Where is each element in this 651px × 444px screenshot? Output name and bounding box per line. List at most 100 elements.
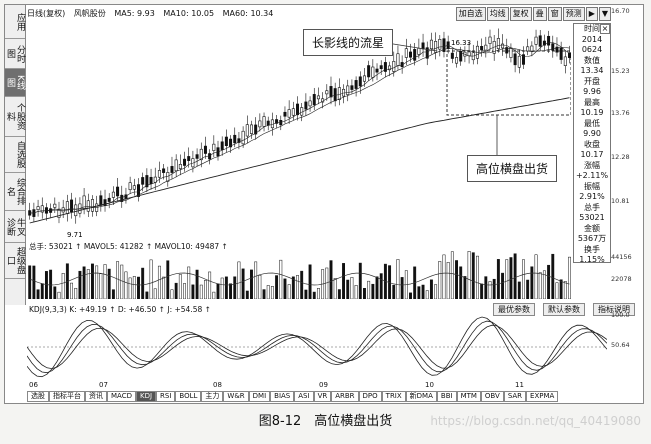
candle-body [149, 176, 153, 185]
indicator-tab[interactable]: EXPMA [526, 391, 559, 402]
toolbar-button[interactable]: 预测 [562, 7, 585, 21]
volume-bar [245, 290, 249, 299]
sidebar-item[interactable]: K线图 [5, 69, 25, 97]
indicator-tab[interactable]: MTM [456, 391, 481, 402]
volume-bar [195, 269, 199, 299]
volume-bar [141, 267, 145, 299]
info-value: 5367万 [577, 234, 607, 243]
candle-body [107, 197, 111, 202]
candle-body [501, 43, 505, 49]
volume-bar [363, 287, 366, 299]
indicator-tab[interactable]: RSI [156, 391, 176, 402]
toolbar-button[interactable]: 复权 [509, 7, 532, 21]
toolbar-button[interactable]: 窗 [547, 7, 562, 21]
volume-bar [128, 277, 132, 299]
indicator-tab[interactable]: SAR [503, 391, 527, 402]
candle-body [70, 199, 74, 213]
toolbar-button[interactable]: 叠 [532, 7, 547, 21]
candle-body [132, 185, 136, 190]
indicator-tab[interactable]: 指标平台 [49, 391, 85, 402]
toolbar-button[interactable]: ▶ [585, 7, 598, 21]
best-params-button[interactable]: 最优参数 [493, 303, 535, 316]
info-value: 换手 [584, 244, 600, 254]
toolbar-button[interactable]: 均线 [486, 7, 509, 21]
candlestick-chart[interactable]: 16.33 9.71 [27, 23, 571, 245]
indicator-help-button[interactable]: 指标说明 [593, 303, 635, 316]
candle-body [563, 56, 567, 66]
candle-body [162, 168, 166, 173]
volume-bar [367, 280, 371, 299]
volume-bar [44, 271, 48, 299]
candle-body [538, 35, 542, 47]
price-tick: 10.81 [611, 197, 630, 205]
volume-bar [170, 289, 174, 299]
sidebar-item[interactable]: 牛叉诊断 [5, 211, 25, 243]
candle-body [542, 40, 546, 46]
indicator-tab[interactable]: ASI [294, 391, 314, 402]
indicator-tab[interactable]: VR [313, 391, 332, 402]
ma5-line [29, 42, 570, 214]
close-icon[interactable]: × [600, 24, 610, 34]
indicator-tab[interactable]: TRIX [381, 391, 406, 402]
candle-body [392, 61, 396, 72]
info-value: 13.34 [580, 66, 604, 75]
volume-bar [283, 278, 287, 299]
volume-bar [542, 270, 546, 299]
toolbar-button[interactable]: 加自选 [455, 7, 486, 21]
sidebar-item[interactable]: 个股资料 [5, 97, 25, 137]
sidebar-item[interactable]: 应用 [5, 5, 25, 39]
volume-bar [166, 260, 170, 299]
indicator-tab[interactable]: DMI [248, 391, 271, 402]
indicator-tab[interactable]: MACD [107, 391, 136, 402]
sidebar-item[interactable]: 超级盘口 [5, 243, 25, 279]
indicator-tab[interactable]: BIAS [270, 391, 295, 402]
indicator-tab[interactable]: 选股 [27, 391, 49, 402]
indicator-tab[interactable]: BOLL [175, 391, 202, 402]
indicator-tab[interactable]: 资讯 [85, 391, 107, 402]
candle-body [383, 62, 387, 72]
candle-body [291, 108, 295, 116]
candle-body [312, 94, 316, 106]
kdj-chart[interactable] [27, 313, 607, 381]
indicator-tab[interactable]: 主力 [201, 391, 224, 402]
volume-chart[interactable] [27, 249, 571, 299]
volume-bar [350, 277, 354, 299]
volume-bar [329, 260, 333, 299]
sidebar-item[interactable]: 自选股 [5, 137, 25, 173]
sidebar-item[interactable]: 综合排名 [5, 173, 25, 211]
candle-body [304, 101, 308, 110]
sidebar-item[interactable]: 分时图 [5, 39, 25, 69]
candle-body [425, 47, 429, 59]
indicator-tab[interactable]: OBV [480, 391, 504, 402]
volume-bar [342, 263, 345, 299]
candle-body [262, 116, 266, 127]
indicator-options: 最优参数 默认参数 指标说明 [485, 303, 635, 316]
volume-bar [455, 260, 458, 299]
indicator-tab[interactable]: BBI [436, 391, 457, 402]
candle-body [128, 182, 132, 191]
volume-bar [296, 275, 299, 299]
indicator-tab[interactable]: DPO [358, 391, 382, 402]
candle-body [120, 194, 124, 202]
info-value: 时间 [584, 24, 600, 33]
volume-bar [526, 279, 530, 299]
volume-bar [212, 291, 216, 299]
candle-body [442, 38, 446, 52]
candle-body [157, 170, 161, 178]
volume-bar [559, 279, 563, 299]
candle-body [203, 145, 207, 154]
volume-tick: 44156 [611, 253, 632, 261]
volume-bar [375, 276, 379, 299]
toolbar-button[interactable]: ▼ [598, 7, 611, 21]
indicator-tab[interactable]: W&R [223, 391, 249, 402]
volume-bar [36, 289, 40, 299]
volume-bar [229, 283, 233, 299]
header-toolbar: 加自选 均线 复权叠窗预测 ▶ ▼ [455, 7, 611, 21]
indicator-tab[interactable]: 新DMA [405, 391, 437, 402]
indicator-tab[interactable]: KDJ [135, 391, 157, 402]
default-params-button[interactable]: 默认参数 [543, 303, 585, 316]
volume-bar [53, 286, 57, 299]
volume-bar [40, 283, 44, 299]
indicator-tab[interactable]: ARBR [331, 391, 359, 402]
volume-bar [446, 262, 450, 299]
